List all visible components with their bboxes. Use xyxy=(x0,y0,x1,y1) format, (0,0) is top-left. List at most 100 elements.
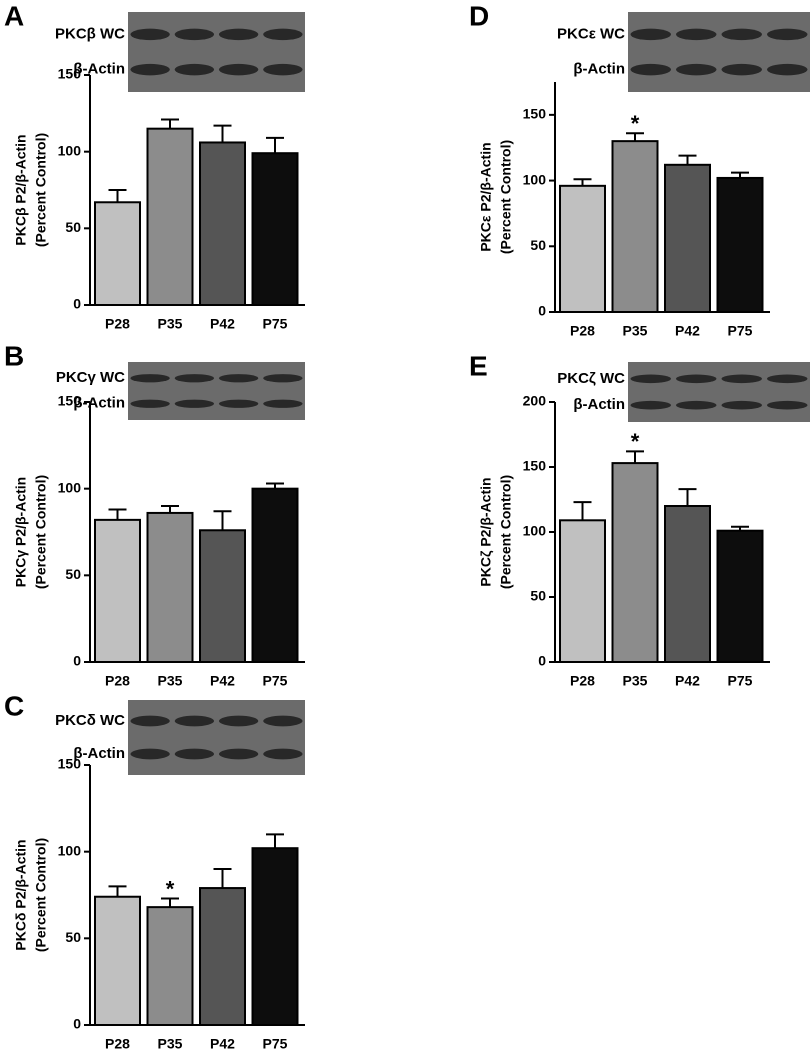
blot-band xyxy=(263,715,303,727)
x-tick-label: P28 xyxy=(105,673,130,689)
y-axis-label: (Percent Control) xyxy=(33,838,49,952)
y-tick-label: 100 xyxy=(523,171,547,187)
panel-label: A xyxy=(4,0,24,31)
blot-band xyxy=(676,400,717,410)
blot-band xyxy=(263,399,303,408)
bar xyxy=(199,141,246,306)
x-tick-label: P42 xyxy=(210,316,235,332)
blot-label: PKCζ WC xyxy=(557,370,625,387)
x-tick-label: P35 xyxy=(623,673,648,689)
bar xyxy=(199,887,246,1026)
y-tick-label: 100 xyxy=(523,523,547,539)
y-tick-label: 50 xyxy=(530,237,546,253)
panel-label: E xyxy=(469,350,488,381)
bar xyxy=(146,511,194,664)
blot-band xyxy=(218,399,259,408)
blot-label: β-Actin xyxy=(73,395,125,412)
blot-band xyxy=(676,63,717,76)
bar xyxy=(664,505,711,663)
blot-band xyxy=(218,374,259,383)
blot-band xyxy=(676,28,717,41)
blot-band xyxy=(721,400,762,410)
y-tick-label: 100 xyxy=(58,842,82,858)
bar xyxy=(251,487,299,663)
bar xyxy=(94,518,141,663)
blot-image xyxy=(128,700,305,775)
bar xyxy=(559,184,606,313)
x-tick-label: P42 xyxy=(675,323,700,339)
x-tick-label: P28 xyxy=(105,316,130,332)
y-tick-label: 50 xyxy=(65,929,81,945)
blot-label: β-Actin xyxy=(573,396,625,413)
bar xyxy=(251,847,299,1027)
significance-marker: * xyxy=(631,111,640,136)
blot-band xyxy=(630,400,671,410)
y-tick-label: 150 xyxy=(523,106,547,122)
x-tick-label: P35 xyxy=(158,1036,183,1050)
bar xyxy=(94,201,141,306)
y-tick-label: 0 xyxy=(538,653,546,669)
x-tick-label: P75 xyxy=(263,673,288,689)
y-axis-label: (Percent Control) xyxy=(498,475,514,589)
x-tick-label: P42 xyxy=(210,673,235,689)
bar xyxy=(146,127,194,306)
blot-band xyxy=(130,28,170,41)
y-axis-label: PKCε P2/β-Actin xyxy=(478,142,494,251)
blot-band xyxy=(676,374,717,384)
blot-band xyxy=(174,715,215,727)
x-tick-label: P75 xyxy=(728,323,753,339)
blot-band xyxy=(630,63,671,76)
bar xyxy=(716,176,764,313)
blot-band xyxy=(218,748,259,760)
y-axis-label: PKCζ P2/β-Actin xyxy=(478,477,494,586)
panel-label: C xyxy=(4,690,24,721)
y-axis-label: (Percent Control) xyxy=(33,133,49,247)
blot-image xyxy=(128,362,305,420)
bar xyxy=(716,529,764,664)
x-tick-label: P28 xyxy=(570,323,595,339)
x-tick-label: P28 xyxy=(105,1036,130,1050)
blot-band xyxy=(174,374,215,383)
bar xyxy=(251,152,299,306)
significance-marker: * xyxy=(166,876,175,901)
blot-band xyxy=(721,28,762,41)
y-tick-label: 150 xyxy=(523,458,547,474)
x-tick-label: P42 xyxy=(210,1036,235,1050)
blot-band xyxy=(174,748,215,760)
blot-label: PKCδ WC xyxy=(55,712,125,729)
x-tick-label: P35 xyxy=(158,673,183,689)
blot-band xyxy=(130,715,170,727)
bar xyxy=(664,163,711,313)
significance-marker: * xyxy=(631,429,640,454)
panel-label: B xyxy=(4,340,24,371)
y-axis-label: (Percent Control) xyxy=(498,140,514,254)
blot-band xyxy=(174,28,215,41)
blot-band xyxy=(767,400,808,410)
bar xyxy=(559,519,606,663)
x-tick-label: P35 xyxy=(623,323,648,339)
y-axis-label: PKCγ P2/β-Actin xyxy=(13,477,29,587)
blot-image xyxy=(628,362,810,422)
y-tick-label: 150 xyxy=(58,66,82,82)
blot-band xyxy=(130,63,170,76)
y-tick-label: 50 xyxy=(530,588,546,604)
bar xyxy=(146,906,194,1027)
y-tick-label: 150 xyxy=(58,756,82,772)
y-tick-label: 150 xyxy=(58,393,82,409)
x-tick-label: P28 xyxy=(570,673,595,689)
y-tick-label: 0 xyxy=(73,653,81,669)
y-tick-label: 50 xyxy=(65,219,81,235)
x-tick-label: P42 xyxy=(675,673,700,689)
blot-band xyxy=(721,374,762,384)
blot-band xyxy=(130,748,170,760)
x-tick-label: P75 xyxy=(263,1036,288,1050)
blot-label: β-Actin xyxy=(573,61,625,78)
blot-band xyxy=(130,399,170,408)
blot-band xyxy=(721,63,762,76)
y-tick-label: 50 xyxy=(65,566,81,582)
blot-band xyxy=(630,28,671,41)
y-tick-label: 0 xyxy=(73,1016,81,1032)
blot-label: PKCβ WC xyxy=(55,25,125,42)
y-axis-label: PKCδ P2/β-Actin xyxy=(13,839,29,950)
